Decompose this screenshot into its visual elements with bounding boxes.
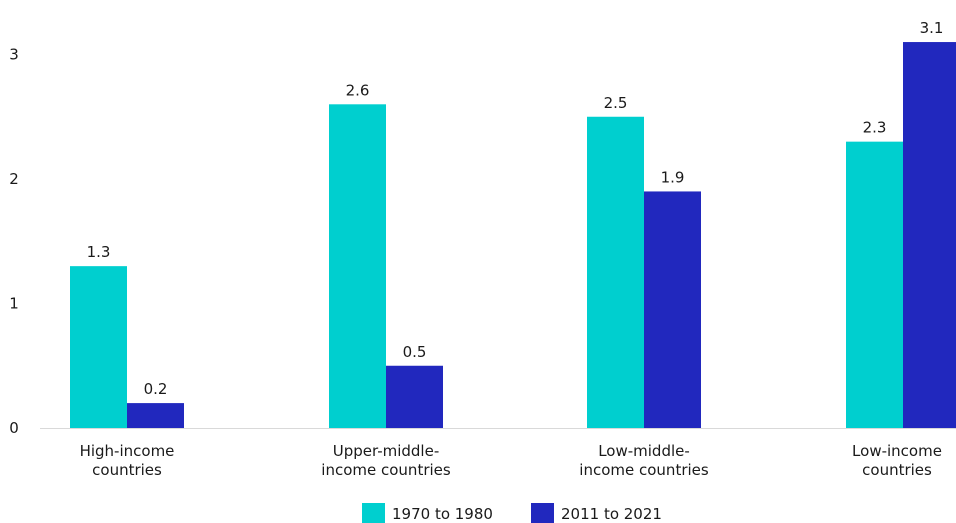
y-tick-label: 1: [9, 295, 19, 313]
x-tick-label: income countries: [579, 461, 709, 479]
legend-label: 1970 to 1980: [392, 505, 493, 523]
x-tick-label: Low-middle-: [598, 442, 690, 460]
bar-series-1: [70, 266, 127, 428]
x-tick-label: income countries: [321, 461, 451, 479]
legend-swatch: [531, 503, 554, 523]
y-tick-label: 0: [9, 419, 19, 437]
data-label: 3.1: [920, 19, 944, 37]
y-axis: 0 1 2 3: [9, 46, 19, 438]
bar-series-2: [386, 365, 443, 428]
legend: 1970 to 1980 2011 to 2021: [362, 503, 662, 523]
bar-series-2: [903, 42, 956, 429]
bar-series-1: [587, 116, 644, 428]
bar-series-2: [644, 191, 701, 428]
value-labels: 1.3 2.6 2.5 2.3 0.2 0.5 1.9 3.1: [87, 19, 944, 398]
bar-series-1: [329, 104, 386, 429]
x-tick-label: countries: [92, 461, 162, 479]
data-label: 1.3: [87, 243, 111, 261]
data-label: 1.9: [661, 168, 685, 186]
x-tick-label: Upper-middle-: [333, 442, 440, 460]
data-label: 2.5: [604, 94, 628, 112]
legend-swatch: [362, 503, 385, 523]
x-tick-label: High-income: [80, 442, 175, 460]
y-tick-label: 2: [9, 170, 19, 188]
x-tick-label: countries: [862, 461, 932, 479]
x-axis-categories: High-incomecountriesUpper-middle-income …: [80, 442, 942, 479]
data-label: 0.2: [144, 380, 168, 398]
y-tick-label: 3: [9, 46, 19, 64]
bar-series-2: [127, 403, 184, 428]
data-label: 2.3: [863, 119, 887, 137]
legend-label: 2011 to 2021: [561, 505, 662, 523]
x-tick-label: Low-income: [852, 442, 942, 460]
bar-series-1: [846, 141, 903, 428]
bars: [70, 42, 956, 429]
data-label: 0.5: [403, 343, 427, 361]
data-label: 2.6: [346, 81, 370, 99]
